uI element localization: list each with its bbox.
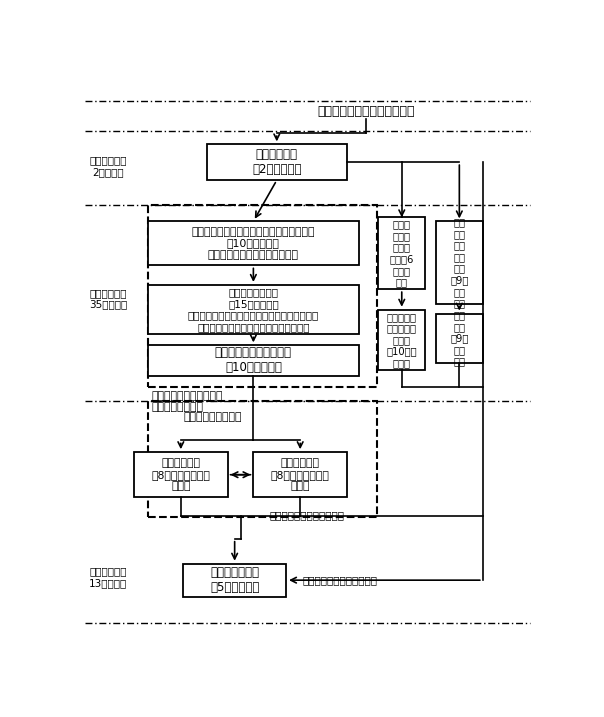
Text: 具备条件的市（县）可整
合为一个审批环节: 具备条件的市（县）可整 合为一个审批环节 <box>152 391 223 412</box>
Text: 建筑设计方案审定
（15个工作日）
包含人防设计条件、建筑风貌、色彩、立面、夜
景、灯光等各项城市设计要求的综合审查: 建筑设计方案审定 （15个工作日） 包含人防设计条件、建筑风貌、色彩、立面、夜 … <box>188 288 319 332</box>
Text: 办理施工许可证前完成审批: 办理施工许可证前完成审批 <box>270 511 345 521</box>
Text: 施工许可证核发前完成审批: 施工许可证核发前完成审批 <box>303 575 378 585</box>
Bar <box>148 285 359 334</box>
Bar <box>378 310 425 371</box>
Bar <box>436 222 483 304</box>
Bar <box>183 564 286 597</box>
Text: 施工许可证核发
（5个工作日）: 施工许可证核发 （5个工作日） <box>210 566 259 594</box>
Text: 消防设计审核
（8个工作日，并联
审批）: 消防设计审核 （8个工作日，并联 审批） <box>152 458 210 491</box>
Text: 签订国有土地使用权出让合同: 签订国有土地使用权出让合同 <box>317 105 414 118</box>
Bar <box>148 222 359 265</box>
Bar <box>134 452 228 498</box>
Bar <box>148 205 378 387</box>
Text: 项目规划总平面图（修建性详细规划）审查
（10个工作日）
包含同步出具抗震设防要求告知: 项目规划总平面图（修建性详细规划）审查 （10个工作日） 包含同步出具抗震设防要… <box>191 227 315 260</box>
Bar <box>436 313 483 364</box>
Text: 投资项目备案
（2个工作日）: 投资项目备案 （2个工作日） <box>252 148 301 176</box>
Text: 全套施工图审查合格: 全套施工图审查合格 <box>183 412 242 422</box>
Text: 国有建设用
地使用权首
次登记
（10个工
作日）: 国有建设用 地使用权首 次登记 （10个工 作日） <box>387 312 417 369</box>
Text: 建设用
地规划
许可证
核发（6
个工作
日）: 建设用 地规划 许可证 核发（6 个工作 日） <box>390 219 414 288</box>
Bar <box>148 346 359 376</box>
Text: 投资许可阶段
2个工作日: 投资许可阶段 2个工作日 <box>89 156 127 177</box>
Bar <box>148 401 378 517</box>
Text: 人防设计审批
（8个工作日，并联
审批）: 人防设计审批 （8个工作日，并联 审批） <box>271 458 330 491</box>
Text: 规划许可阶段
35个工作日: 规划许可阶段 35个工作日 <box>89 288 127 310</box>
Text: 建设工程规划许可证审批
（10个工作日）: 建设工程规划许可证审批 （10个工作日） <box>215 346 292 374</box>
Bar <box>207 144 347 180</box>
Bar <box>378 217 425 289</box>
Bar <box>254 452 347 498</box>
Text: 环境
影响
评价
文件
审批
（9个
工作
日）: 环境 影响 评价 文件 审批 （9个 工作 日） <box>450 217 469 308</box>
Text: 施工许可阶段
13个工作日: 施工许可阶段 13个工作日 <box>89 566 127 588</box>
Text: 节能
审查
（9个
工作
日）: 节能 审查 （9个 工作 日） <box>450 310 469 366</box>
